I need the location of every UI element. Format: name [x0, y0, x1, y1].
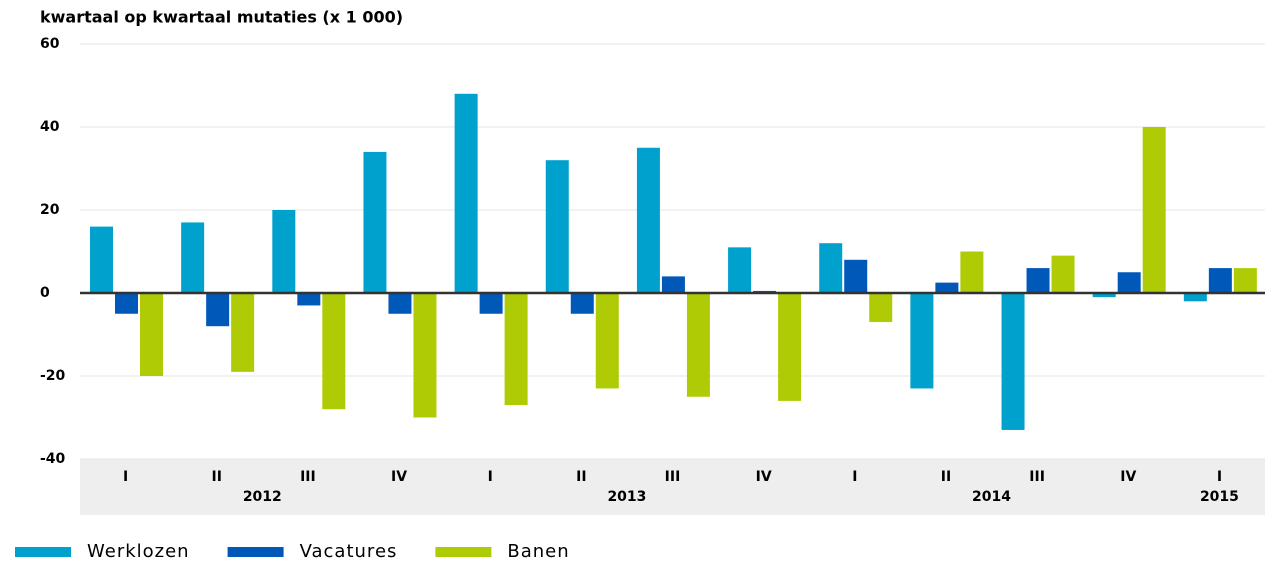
year-label: 2015	[1200, 489, 1239, 505]
x-tick-label: III	[300, 469, 316, 485]
y-tick-label: 60	[40, 36, 60, 52]
bar	[363, 151, 387, 293]
bar	[322, 293, 346, 410]
bar	[1233, 268, 1257, 293]
y-tick-label: 40	[40, 119, 60, 135]
x-tick-label: I	[1217, 469, 1222, 485]
bar	[206, 293, 230, 327]
bar	[545, 160, 569, 293]
bar	[272, 210, 296, 293]
x-tick-label: IV	[391, 469, 407, 485]
x-tick-label: II	[941, 469, 951, 485]
x-tick-label: IV	[756, 469, 772, 485]
year-label: 2014	[972, 489, 1011, 505]
legend-label: Werklozen	[87, 541, 190, 562]
y-tick-label: -20	[40, 368, 66, 384]
bar	[869, 293, 893, 323]
bar	[454, 93, 478, 293]
chart-title: kwartaal op kwartaal mutaties (x 1 000)	[40, 8, 403, 27]
legend-swatch	[15, 547, 71, 557]
bar	[778, 293, 802, 401]
bar	[570, 293, 594, 314]
legend-label: Vacatures	[300, 541, 398, 562]
x-tick-label: III	[1029, 469, 1045, 485]
bar	[90, 226, 113, 293]
bar	[910, 293, 934, 389]
legend-label: Banen	[507, 541, 569, 562]
x-tick-label: I	[852, 469, 857, 485]
bar	[844, 259, 868, 293]
legend-swatch	[227, 547, 284, 557]
bar	[504, 293, 528, 406]
x-tick-label: III	[665, 469, 681, 485]
bar	[1026, 268, 1050, 293]
bar	[1208, 268, 1232, 293]
bar	[819, 243, 843, 293]
bar	[661, 276, 685, 293]
x-tick-label: I	[488, 469, 493, 485]
bar	[1142, 127, 1166, 293]
year-label: 2013	[607, 489, 646, 505]
x-tick-label: II	[212, 469, 222, 485]
bar	[140, 293, 163, 376]
bar	[1051, 255, 1075, 293]
y-tick-label: 20	[40, 202, 60, 218]
bar	[1117, 272, 1141, 293]
bar	[413, 293, 437, 418]
bar	[181, 222, 205, 293]
bar	[115, 293, 138, 314]
bar	[297, 293, 321, 306]
bar	[231, 293, 255, 372]
bar	[595, 293, 619, 389]
x-tick-label: IV	[1120, 469, 1136, 485]
bar	[1001, 293, 1025, 430]
bar	[728, 247, 752, 293]
bar	[636, 147, 660, 293]
legend-swatch	[435, 547, 492, 557]
year-label: 2012	[243, 489, 282, 505]
bar	[388, 293, 412, 314]
bar	[479, 293, 503, 314]
y-tick-label: 0	[40, 285, 50, 301]
bar	[935, 282, 959, 293]
x-axis-band	[80, 459, 1265, 515]
x-tick-label: I	[123, 469, 128, 485]
bar	[1183, 293, 1207, 302]
bar	[1092, 293, 1116, 298]
bar	[960, 251, 984, 293]
y-tick-label: -40	[40, 451, 66, 467]
x-tick-label: II	[576, 469, 586, 485]
bar	[686, 293, 710, 397]
